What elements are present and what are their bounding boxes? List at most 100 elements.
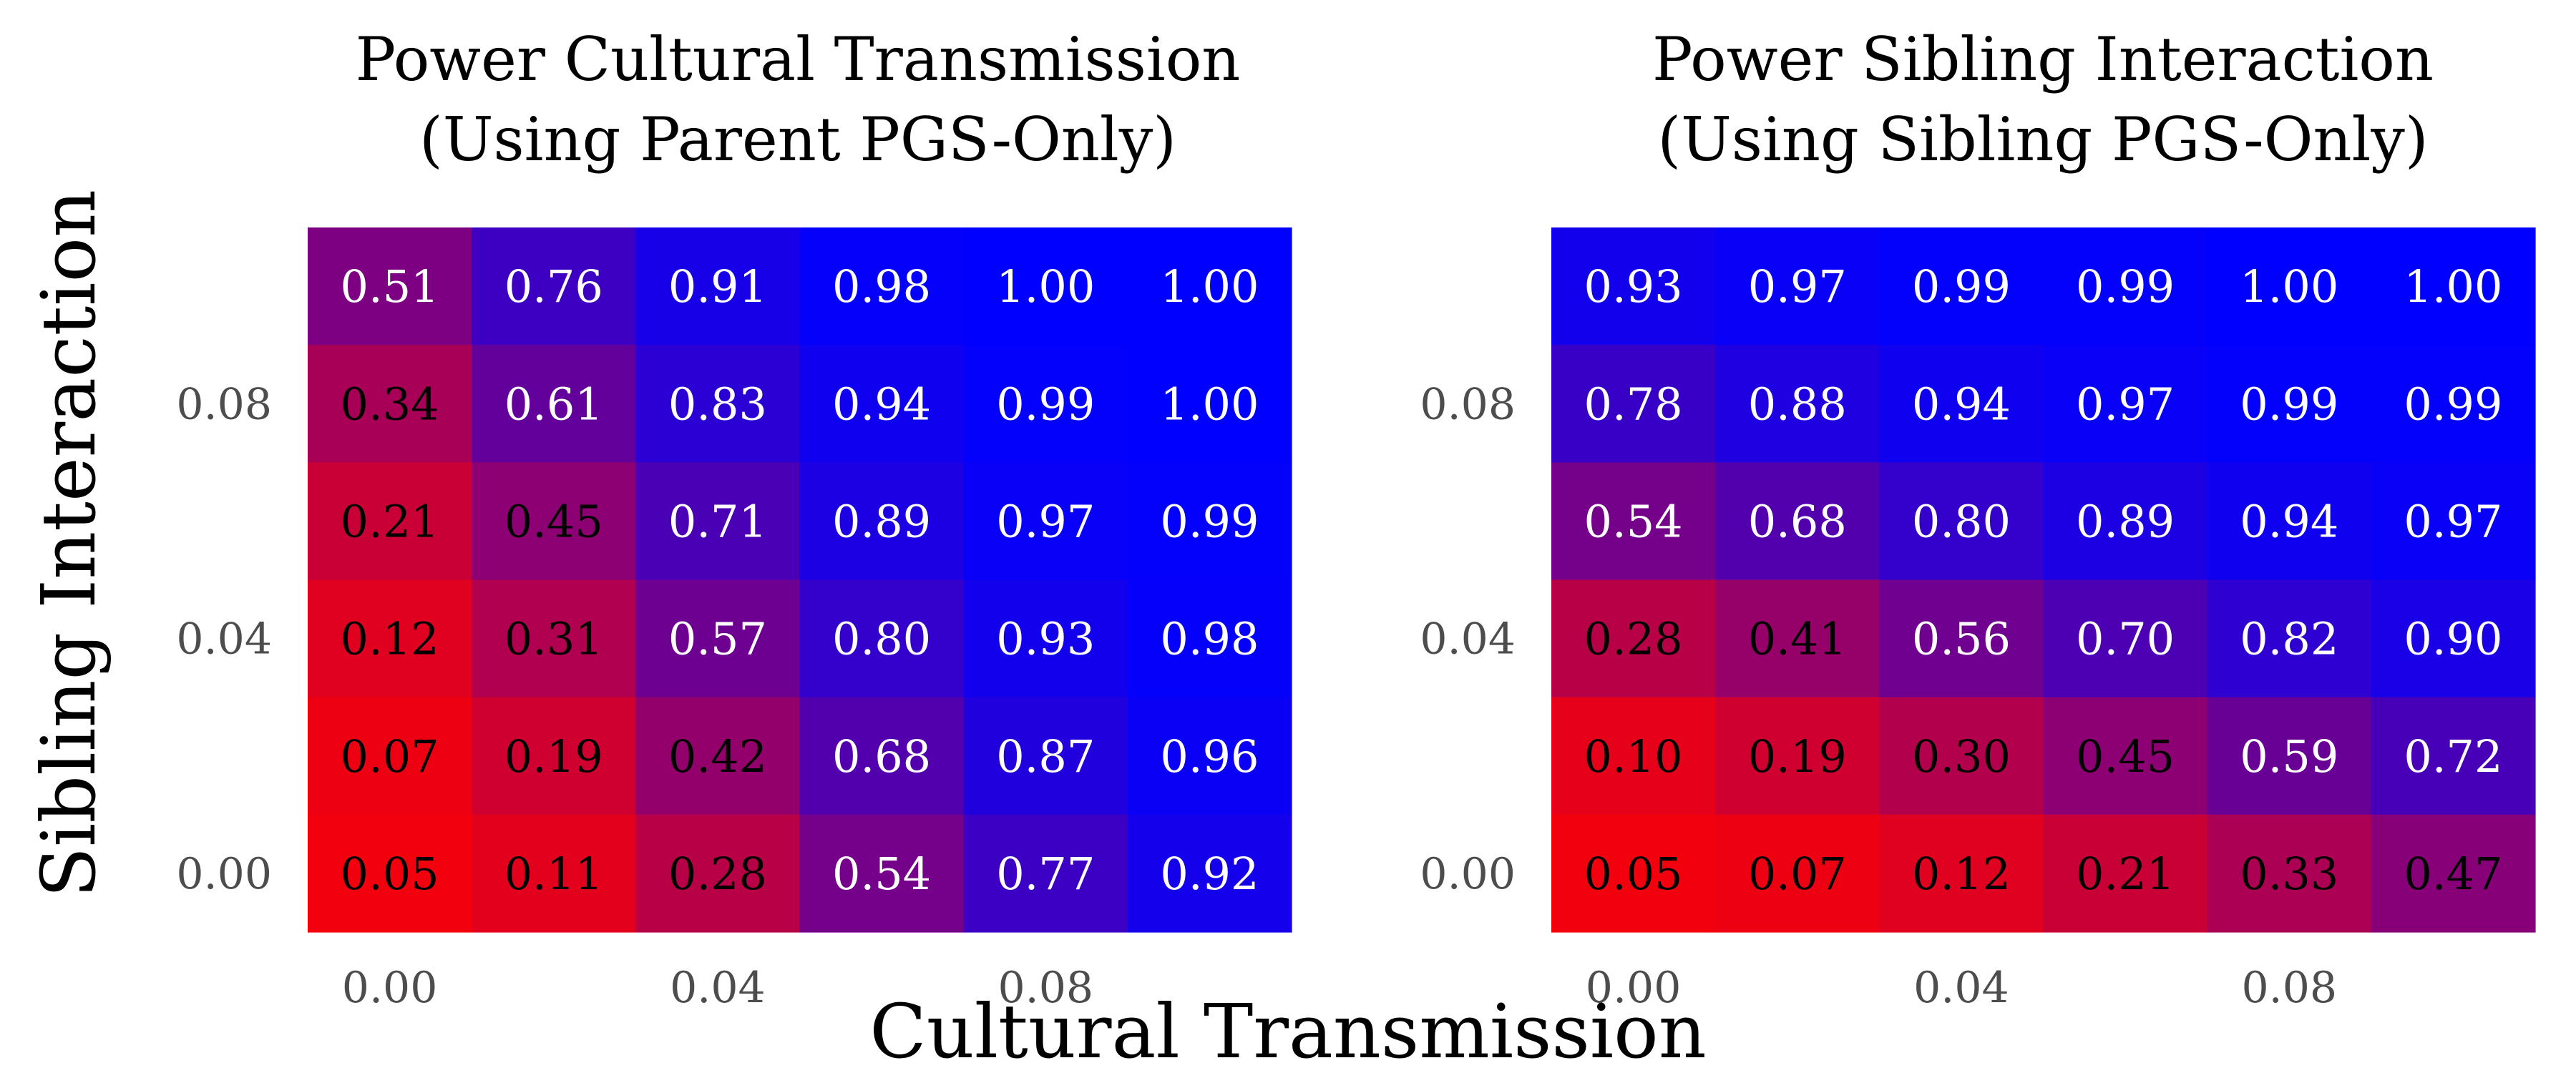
heatmap-cell: [472, 462, 636, 581]
heatmap-panel-sibling-interaction: Power Sibling Interaction (Using Sibling…: [1420, 24, 2536, 1013]
cell-value-label: 0.34: [341, 378, 439, 430]
heatmap-cell: [1879, 227, 2044, 346]
heatmap-cell: [2371, 462, 2536, 581]
heatmap-cell: [2043, 579, 2208, 698]
cell-value-label: 0.99: [996, 378, 1095, 430]
cell-value-label: 0.91: [668, 260, 767, 313]
heatmap-cell: [963, 462, 1128, 581]
x-tick-label: 0.00: [1586, 963, 1682, 1013]
cell-value-label: 1.00: [1160, 378, 1259, 430]
y-axis-label: Sibling Interaction: [25, 190, 112, 898]
heatmap-cell: [1715, 579, 1880, 698]
y-tick-label: 0.00: [176, 849, 272, 899]
cell-value-label: 0.21: [341, 495, 439, 547]
heatmap-cell: [1551, 462, 1716, 581]
heatmap-cell: [799, 227, 965, 346]
heatmap-cell: [2043, 227, 2208, 346]
cell-value-label: 0.93: [996, 613, 1095, 665]
cell-value-label: 0.51: [341, 260, 439, 313]
cell-value-label: 0.12: [341, 613, 439, 665]
heatmap-cell: [1551, 697, 1716, 815]
heatmap-cell: [635, 579, 801, 698]
heatmap-cell: [799, 697, 965, 815]
cell-value-label: 0.71: [668, 495, 767, 547]
heatmap-cell: [2043, 814, 2208, 933]
cell-value-label: 0.77: [996, 848, 1095, 900]
cell-value-label: 0.10: [1584, 730, 1683, 783]
cell-value-label: 1.00: [996, 260, 1095, 313]
heatmap-cell: [963, 579, 1128, 698]
heatmap-cell: [472, 227, 636, 346]
cell-value-label: 0.21: [2076, 848, 2175, 900]
cell-value-label: 0.88: [1748, 378, 1847, 430]
cell-value-label: 0.78: [1584, 378, 1683, 430]
heatmap-cell: [1127, 345, 1292, 463]
heatmap-cell: [2207, 579, 2372, 698]
heatmap-cell: [308, 345, 472, 463]
cell-value-label: 0.99: [2240, 378, 2338, 430]
y-tick-labels: 0.08 0.04 0.00: [176, 379, 272, 899]
cell-value-label: 0.30: [1912, 730, 2011, 783]
heatmap-cell: [472, 579, 636, 698]
heatmap-cell: [2207, 345, 2372, 463]
cell-value-label: 0.33: [2240, 848, 2338, 900]
heatmap-cell: [308, 579, 472, 698]
cell-value-label: 0.89: [832, 495, 931, 547]
y-tick-label: 0.08: [1420, 379, 1516, 429]
cell-value-label: 0.82: [2240, 613, 2338, 665]
heatmap-cell: [635, 462, 801, 581]
heatmap-cell: [2207, 814, 2372, 933]
cell-value-label: 0.57: [668, 613, 767, 665]
cell-value-label: 0.05: [341, 848, 439, 900]
x-tick-labels: 0.00 0.04 0.08: [1586, 963, 2337, 1013]
heatmap-panel-cultural-transmission: Power Cultural Transmission (Using Paren…: [176, 24, 1292, 1013]
heatmap-cell: [1715, 462, 1880, 581]
cell-value-label: 0.28: [1584, 613, 1683, 665]
cell-value-label: 0.92: [1160, 848, 1259, 900]
heatmap-cell: [1127, 227, 1292, 346]
heatmap-cells: 0.51 0.76 0.91 0.98 1.00 1.00 0.34 0.61 0.83 0.94…: [308, 227, 1292, 933]
panel-title-line-2: (Using Sibling PGS-Only): [1657, 104, 2428, 175]
cell-value-label: 0.99: [1160, 495, 1259, 547]
cell-value-label: 0.80: [832, 613, 931, 665]
heatmap-cell: [799, 345, 965, 463]
heatmap-cell: [308, 462, 472, 581]
heatmap-cell: [1551, 579, 1716, 698]
heatmap-cell: [2371, 697, 2536, 815]
heatmap-cell: [1715, 227, 1880, 346]
heatmap-cell: [1715, 697, 1880, 815]
heatmap-cell: [308, 227, 472, 346]
cell-value-label: 0.97: [2076, 378, 2175, 430]
cell-value-label: 0.96: [1160, 730, 1259, 783]
cell-value-label: 0.28: [668, 848, 767, 900]
heatmap-cell: [2043, 697, 2208, 815]
cell-value-label: 0.45: [2076, 730, 2175, 783]
x-axis-label: Cultural Transmission: [869, 988, 1707, 1073]
cell-value-label: 0.31: [504, 613, 603, 665]
y-tick-label: 0.04: [176, 614, 272, 665]
heatmap-cell: [2043, 462, 2208, 581]
heatmap-cell: [1879, 462, 2044, 581]
cell-value-label: 1.00: [2240, 260, 2338, 313]
y-tick-label: 0.00: [1420, 849, 1516, 899]
heatmap-cell: [1127, 462, 1292, 581]
heatmap-cell: [2207, 697, 2372, 815]
heatmap-cell: [2371, 227, 2536, 346]
cell-value-label: 0.76: [504, 260, 603, 313]
heatmap-cell: [963, 814, 1128, 933]
y-tick-label: 0.04: [1420, 614, 1516, 665]
cell-value-label: 0.54: [832, 848, 931, 900]
cell-value-label: 0.68: [832, 730, 931, 783]
heatmap-cell: [308, 814, 472, 933]
heatmap-cell: [1127, 579, 1292, 698]
cell-value-label: 0.94: [2240, 495, 2338, 547]
heatmap-cell: [1551, 814, 1716, 933]
cell-value-label: 0.11: [504, 848, 603, 900]
cell-value-label: 0.87: [996, 730, 1095, 783]
cell-value-label: 0.83: [668, 378, 767, 430]
cell-value-label: 0.94: [1912, 378, 2011, 430]
heatmap-cell: [2043, 345, 2208, 463]
x-tick-label: 0.04: [1913, 963, 2009, 1013]
heatmap-cell: [1551, 345, 1716, 463]
cell-value-label: 0.93: [1584, 260, 1683, 313]
